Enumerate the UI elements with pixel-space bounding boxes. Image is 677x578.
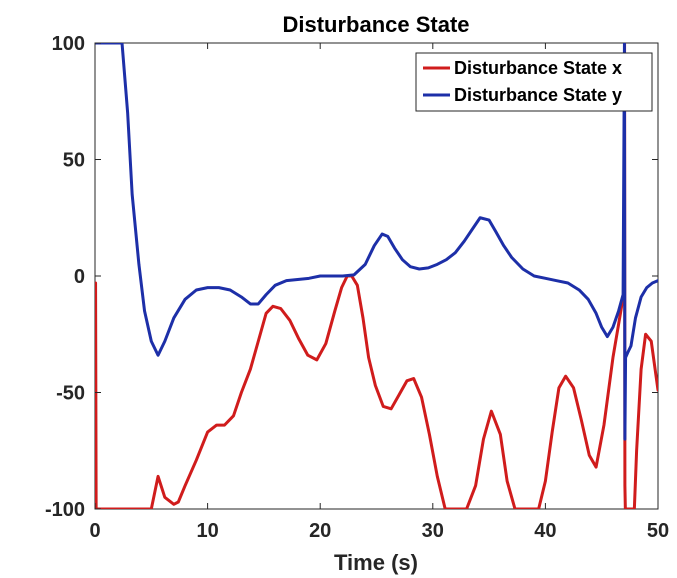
legend-label-y: Disturbance State y (454, 85, 622, 105)
plot-frame (94, 42, 659, 510)
x-tick-label: 20 (309, 520, 331, 542)
x-tick-label: 10 (196, 520, 218, 542)
x-axis-title: Time (s) (334, 550, 418, 575)
x-tick-label: 40 (534, 520, 556, 542)
y-tick-label: -50 (56, 383, 85, 405)
legend: Disturbance State x Disturbance State y (415, 52, 653, 112)
series-line-y (95, 43, 658, 441)
series-line-x (95, 43, 658, 509)
y-tick-label: 0 (74, 266, 85, 288)
legend-box (415, 52, 653, 112)
x-tick-label: 0 (89, 520, 100, 542)
x-tick-label: 50 (647, 520, 669, 542)
y-tick-label: 50 (63, 150, 85, 172)
ticks-layer: 0 10 20 30 40 50 -100 -50 0 50 100 (45, 33, 669, 542)
y-tick-label: -100 (45, 499, 85, 521)
y-tick-label: 100 (52, 33, 85, 55)
series-layer (95, 43, 658, 509)
chart-title: Disturbance State (282, 12, 469, 37)
legend-label-x: Disturbance State x (454, 58, 622, 78)
x-tick-label: 30 (422, 520, 444, 542)
plot-area (94, 42, 659, 510)
